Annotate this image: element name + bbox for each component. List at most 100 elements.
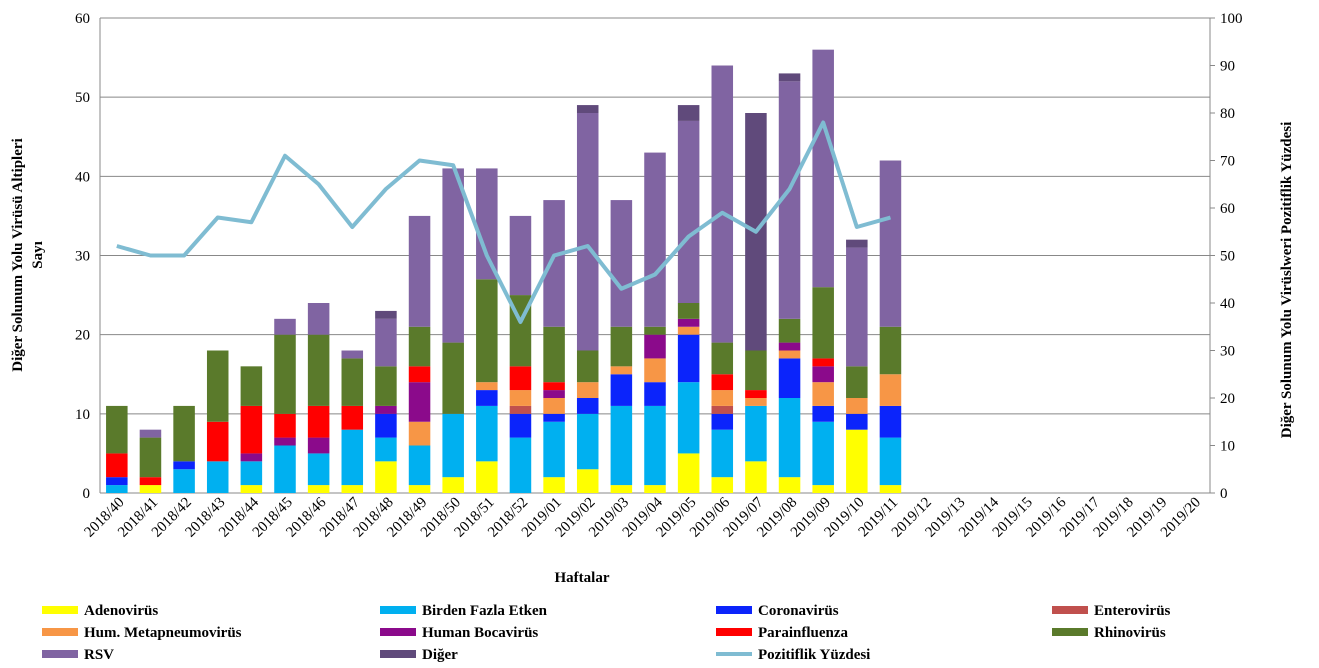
bar-segment bbox=[644, 405, 666, 486]
bar-segment bbox=[307, 437, 330, 454]
bar-segment bbox=[711, 65, 734, 343]
bar-segment bbox=[341, 429, 364, 486]
legend-swatch bbox=[380, 628, 416, 636]
bar-segment bbox=[812, 366, 834, 383]
bar-segment bbox=[307, 303, 330, 335]
bar-segment bbox=[778, 81, 801, 319]
bar-segment bbox=[644, 358, 666, 383]
bar-segment bbox=[543, 398, 565, 414]
y-tick-label: 20 bbox=[75, 328, 90, 344]
bar-segment bbox=[139, 485, 162, 493]
y-tick-label: 60 bbox=[75, 11, 90, 27]
bar-segment bbox=[106, 405, 128, 454]
y2-tick-label: 10 bbox=[1220, 439, 1235, 455]
bar-segment bbox=[476, 382, 498, 391]
bar-segment bbox=[610, 374, 633, 406]
bar-segment bbox=[644, 152, 666, 327]
bar-segment bbox=[476, 168, 498, 280]
bar-segment bbox=[879, 485, 902, 493]
bar-segment bbox=[745, 461, 767, 493]
bar-segment bbox=[476, 279, 498, 383]
bar-segment bbox=[644, 334, 666, 359]
bar-segment bbox=[610, 405, 633, 486]
legend-label: Coronavirüs bbox=[758, 603, 839, 619]
bar-segment bbox=[307, 453, 330, 486]
bar-segment bbox=[610, 200, 633, 327]
bar-segment bbox=[543, 326, 565, 383]
legend-swatch bbox=[1052, 606, 1088, 614]
bar-segment bbox=[476, 390, 498, 406]
legend-label: RSV bbox=[84, 647, 114, 663]
bar-segment bbox=[206, 350, 229, 422]
y2-tick-label: 100 bbox=[1220, 11, 1243, 27]
bar-segment bbox=[173, 405, 195, 462]
bar-segment bbox=[543, 390, 565, 398]
bar-segment bbox=[139, 437, 162, 478]
bar-segment bbox=[543, 413, 565, 422]
y2-tick-label: 40 bbox=[1220, 296, 1235, 312]
bar-segment bbox=[442, 168, 464, 343]
legend-swatch bbox=[42, 650, 78, 658]
y2-tick-label: 80 bbox=[1220, 106, 1235, 122]
legend-swatch bbox=[380, 606, 416, 614]
bar-segment bbox=[509, 413, 532, 438]
bar-segment bbox=[778, 73, 801, 82]
bar-segment bbox=[846, 429, 868, 493]
legend-label: Pozitiflik Yüzdesi bbox=[758, 647, 870, 663]
bar-segment bbox=[341, 350, 364, 359]
legend-swatch bbox=[1052, 628, 1088, 636]
bar-segment bbox=[543, 382, 565, 391]
bar-segment bbox=[173, 469, 195, 493]
bar-segment bbox=[644, 326, 666, 335]
bar-segment bbox=[812, 421, 834, 486]
bar-segment bbox=[274, 437, 296, 446]
bar-segment bbox=[442, 477, 464, 493]
y2-tick-label: 50 bbox=[1220, 249, 1235, 265]
bar-segment bbox=[610, 366, 633, 375]
legend-label: Birden Fazla Etken bbox=[422, 603, 548, 619]
bar-segment bbox=[846, 413, 868, 430]
y2-tick-label: 30 bbox=[1220, 344, 1235, 360]
bar-segment bbox=[778, 477, 801, 493]
legend-label: Enterovirüs bbox=[1094, 603, 1171, 619]
bar-segment bbox=[812, 358, 834, 367]
bar-segment bbox=[408, 326, 431, 367]
bar-segment bbox=[677, 382, 700, 454]
bar-segment bbox=[442, 342, 464, 414]
bar-segment bbox=[711, 405, 734, 414]
y-tick-label: 40 bbox=[75, 169, 90, 185]
bar-segment bbox=[812, 382, 834, 406]
bar-segment bbox=[745, 405, 767, 462]
bar-segment bbox=[879, 160, 902, 327]
bar-segment bbox=[408, 445, 431, 486]
y2-tick-label: 0 bbox=[1220, 486, 1228, 502]
legend-swatch bbox=[42, 606, 78, 614]
bar-segment bbox=[375, 437, 397, 462]
bar-segment bbox=[509, 405, 532, 414]
bar-segment bbox=[375, 461, 397, 493]
bar-segment bbox=[375, 310, 397, 319]
bar-segment bbox=[846, 366, 868, 398]
bar-segment bbox=[106, 477, 128, 486]
bar-segment bbox=[375, 413, 397, 438]
bar-segment bbox=[711, 477, 734, 493]
bar-segment bbox=[543, 421, 565, 478]
bar-segment bbox=[846, 239, 868, 248]
bar-segment bbox=[307, 334, 330, 406]
bar-segment bbox=[576, 413, 599, 470]
y2-tick-label: 90 bbox=[1220, 59, 1235, 75]
bar-segment bbox=[240, 461, 263, 486]
bar-segment bbox=[408, 421, 431, 446]
bar-segment bbox=[677, 334, 700, 383]
bar-segment bbox=[206, 421, 229, 462]
bar-segment bbox=[677, 105, 700, 121]
bar-segment bbox=[543, 477, 565, 493]
bar-segment bbox=[711, 342, 734, 375]
y-axis-title: Sayı bbox=[30, 241, 46, 269]
bar-segment bbox=[408, 366, 431, 383]
bar-segment bbox=[240, 453, 263, 462]
bar-segment bbox=[812, 49, 834, 288]
bar-segment bbox=[476, 461, 498, 493]
bar-segment bbox=[677, 326, 700, 335]
